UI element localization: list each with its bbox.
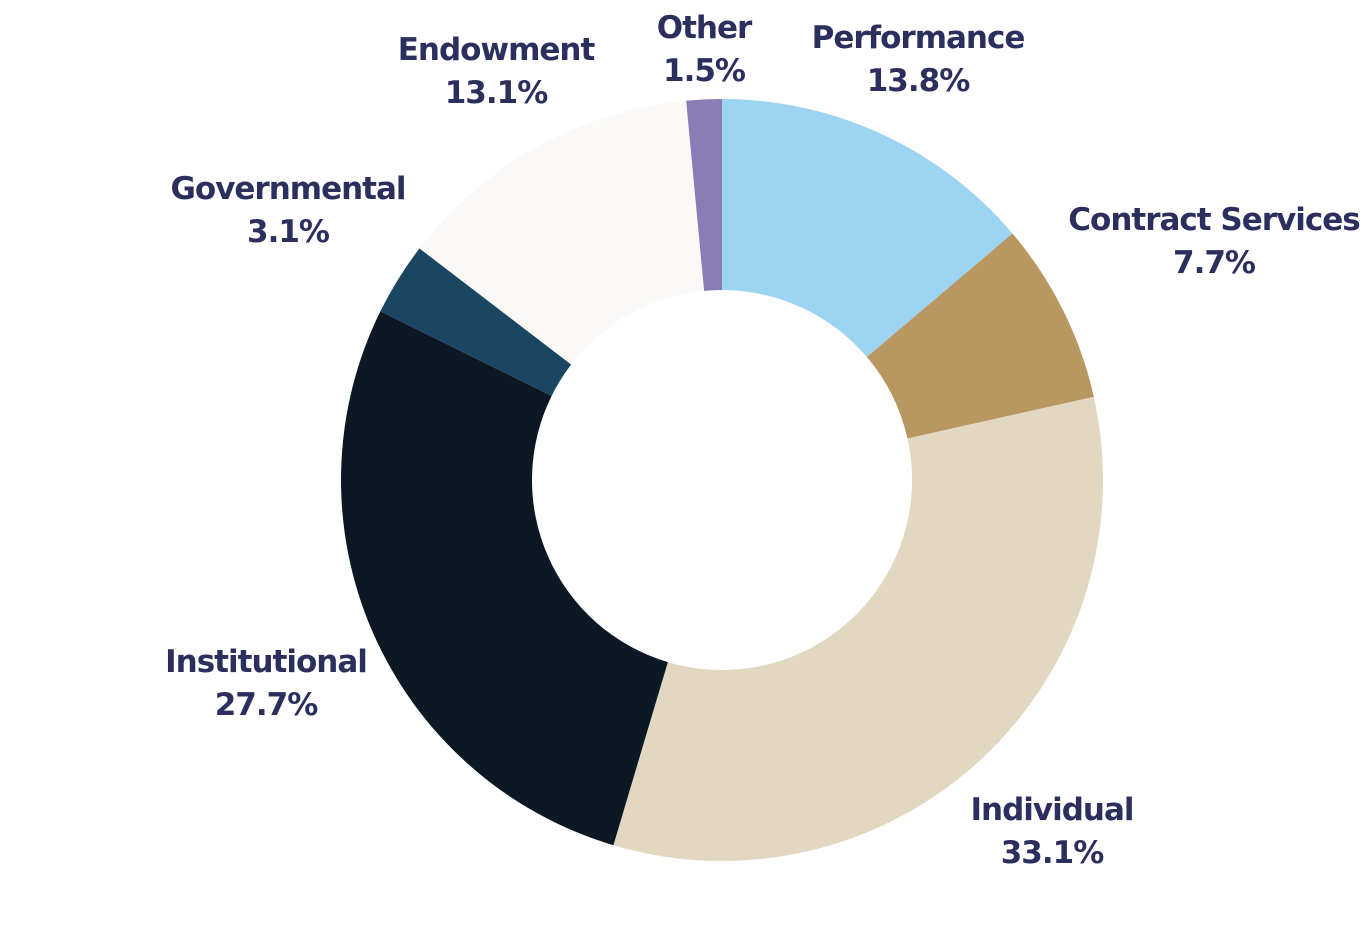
donut-slices [341, 99, 1103, 861]
label-performance-value: 13.8% [867, 63, 970, 99]
label-other-name: Other [657, 10, 753, 46]
label-governmental-value: 3.1% [247, 214, 330, 250]
label-performance: Performance 13.8% [812, 20, 1025, 99]
slice-performance [722, 99, 1013, 358]
label-governmental: Governmental 3.1% [170, 171, 405, 250]
label-institutional-name: Institutional [165, 644, 367, 680]
label-institutional-value: 27.7% [215, 687, 318, 723]
slice-other [686, 99, 722, 291]
slice-institutional [341, 311, 668, 846]
slice-contract-services [866, 233, 1094, 439]
slice-endowment [419, 100, 705, 365]
label-other-value: 1.5% [663, 53, 746, 89]
label-contract-services-name: Contract Services [1068, 202, 1359, 238]
label-individual-value: 33.1% [1001, 835, 1104, 871]
donut-labels: Performance 13.8% Contract Services 7.7% Ind… [165, 10, 1361, 871]
label-endowment: Endowment 13.1% [398, 32, 596, 111]
label-individual-name: Individual [970, 792, 1133, 828]
label-performance-name: Performance [812, 20, 1025, 56]
label-individual: Individual 33.1% [970, 792, 1133, 871]
label-endowment-value: 13.1% [445, 75, 548, 111]
label-institutional: Institutional 27.7% [165, 644, 367, 723]
label-endowment-name: Endowment [398, 32, 596, 68]
label-governmental-name: Governmental [170, 171, 405, 207]
label-contract-services: Contract Services 7.7% [1068, 202, 1359, 281]
label-other: Other 1.5% [657, 10, 753, 89]
label-contract-services-value: 7.7% [1173, 245, 1256, 281]
slice-individual [613, 396, 1103, 861]
slice-governmental [380, 248, 572, 396]
